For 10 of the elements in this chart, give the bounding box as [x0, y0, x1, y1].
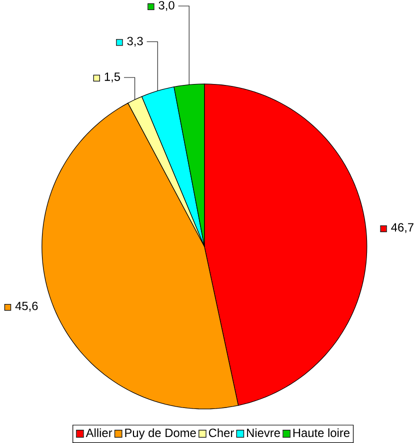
- legend-label: Puy de Dome: [125, 428, 196, 440]
- legend-label: Nievre: [246, 428, 280, 438]
- data-label: 3,0: [158, 1, 174, 11]
- legend-label: Haute loire: [293, 428, 350, 438]
- data-label: 45,6: [15, 302, 38, 312]
- legend-label: Allier: [86, 428, 112, 438]
- data-label: 46,7: [391, 223, 414, 233]
- legend-label: Cher: [208, 428, 234, 438]
- data-label: 3,3: [127, 36, 143, 47]
- data-label: 1,5: [104, 72, 120, 82]
